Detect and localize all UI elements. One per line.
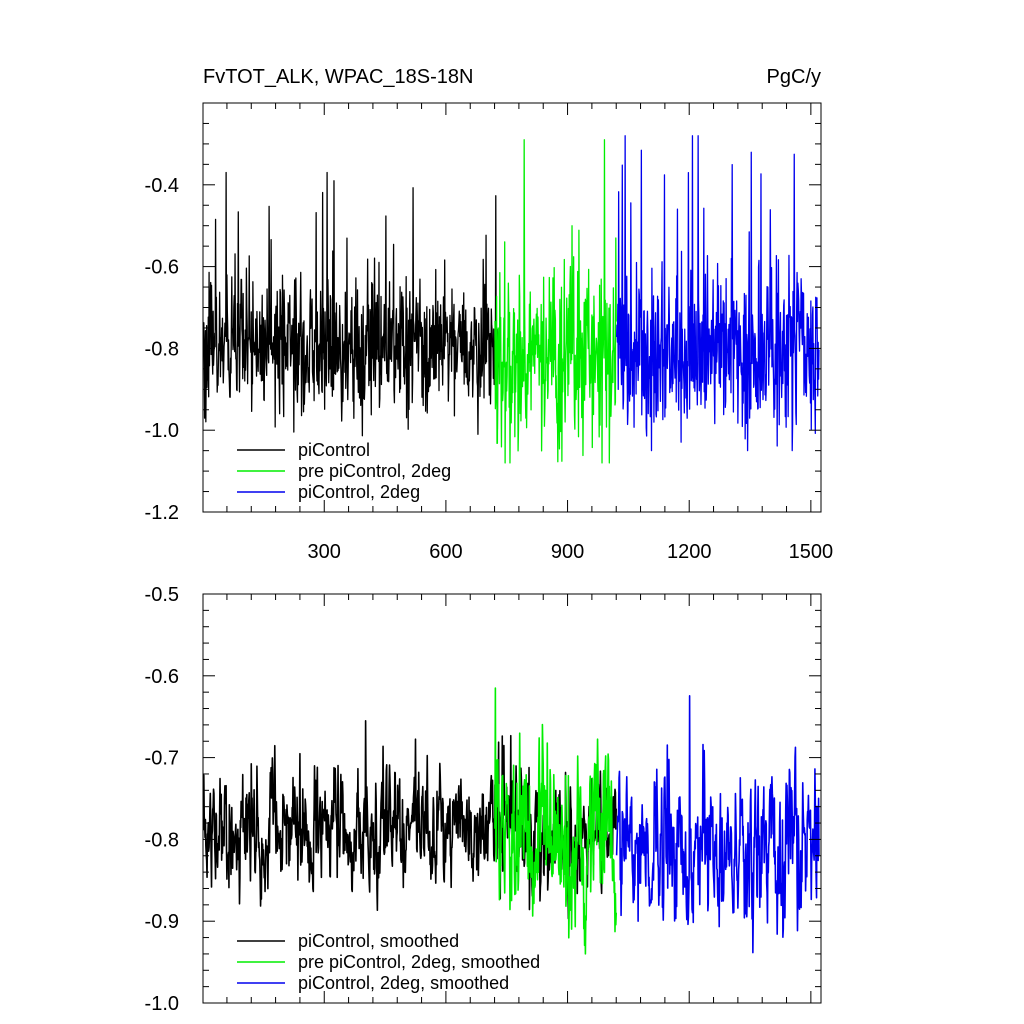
y-tick-label: -0.7 bbox=[145, 748, 179, 770]
legend-label: pre piControl, 2deg bbox=[298, 461, 451, 481]
y-tick-label: -0.9 bbox=[145, 911, 179, 933]
y-tick-label: -0.8 bbox=[145, 829, 179, 851]
y-tick-label: -1.0 bbox=[145, 993, 179, 1015]
series-line-1 bbox=[203, 171, 500, 437]
x-tick-label: 600 bbox=[429, 541, 462, 563]
y-tick-label: -0.6 bbox=[145, 257, 179, 279]
legend-label: piControl, 2deg, smoothed bbox=[298, 973, 509, 993]
plot-area bbox=[203, 135, 820, 464]
panel-top: 300 600 900 1200 1500 -1.2 -1.0 -0.8 -0.6 -0.4 FvT… bbox=[145, 66, 834, 563]
y-tick-label: -0.5 bbox=[145, 584, 179, 606]
y-tick-label: -0.4 bbox=[145, 175, 179, 197]
series-line-2 bbox=[494, 687, 618, 955]
x-tick-label: 1200 bbox=[667, 541, 712, 563]
x-tick-label: 900 bbox=[551, 541, 584, 563]
chart-title: FvTOT_ALK, WPAC_18S-18N bbox=[203, 66, 473, 88]
series-line-2 bbox=[494, 139, 617, 464]
units-label: PgC/y bbox=[767, 66, 821, 88]
legend-label: piControl, smoothed bbox=[298, 931, 459, 951]
series-line-3 bbox=[615, 135, 820, 452]
y-tick-label: -1.2 bbox=[145, 502, 179, 524]
x-tick-label: 300 bbox=[308, 541, 341, 563]
y-tick-label: -0.8 bbox=[145, 338, 179, 360]
series-line-3 bbox=[615, 695, 820, 954]
legend-label: piControl, 2deg bbox=[298, 482, 420, 502]
y-tick-label: -1.0 bbox=[145, 420, 179, 442]
legend-label: pre piControl, 2deg, smoothed bbox=[298, 952, 540, 972]
y-tick-label: -0.6 bbox=[145, 666, 179, 688]
plot-frame bbox=[202, 593, 822, 1004]
panel-bottom: -1.0 -0.9 -0.8 -0.7 -0.6 -0.5 piControl, smoot… bbox=[145, 584, 822, 1015]
legend-label: piControl bbox=[298, 440, 370, 460]
plot-area bbox=[203, 687, 820, 955]
x-tick-label: 1500 bbox=[789, 541, 834, 563]
